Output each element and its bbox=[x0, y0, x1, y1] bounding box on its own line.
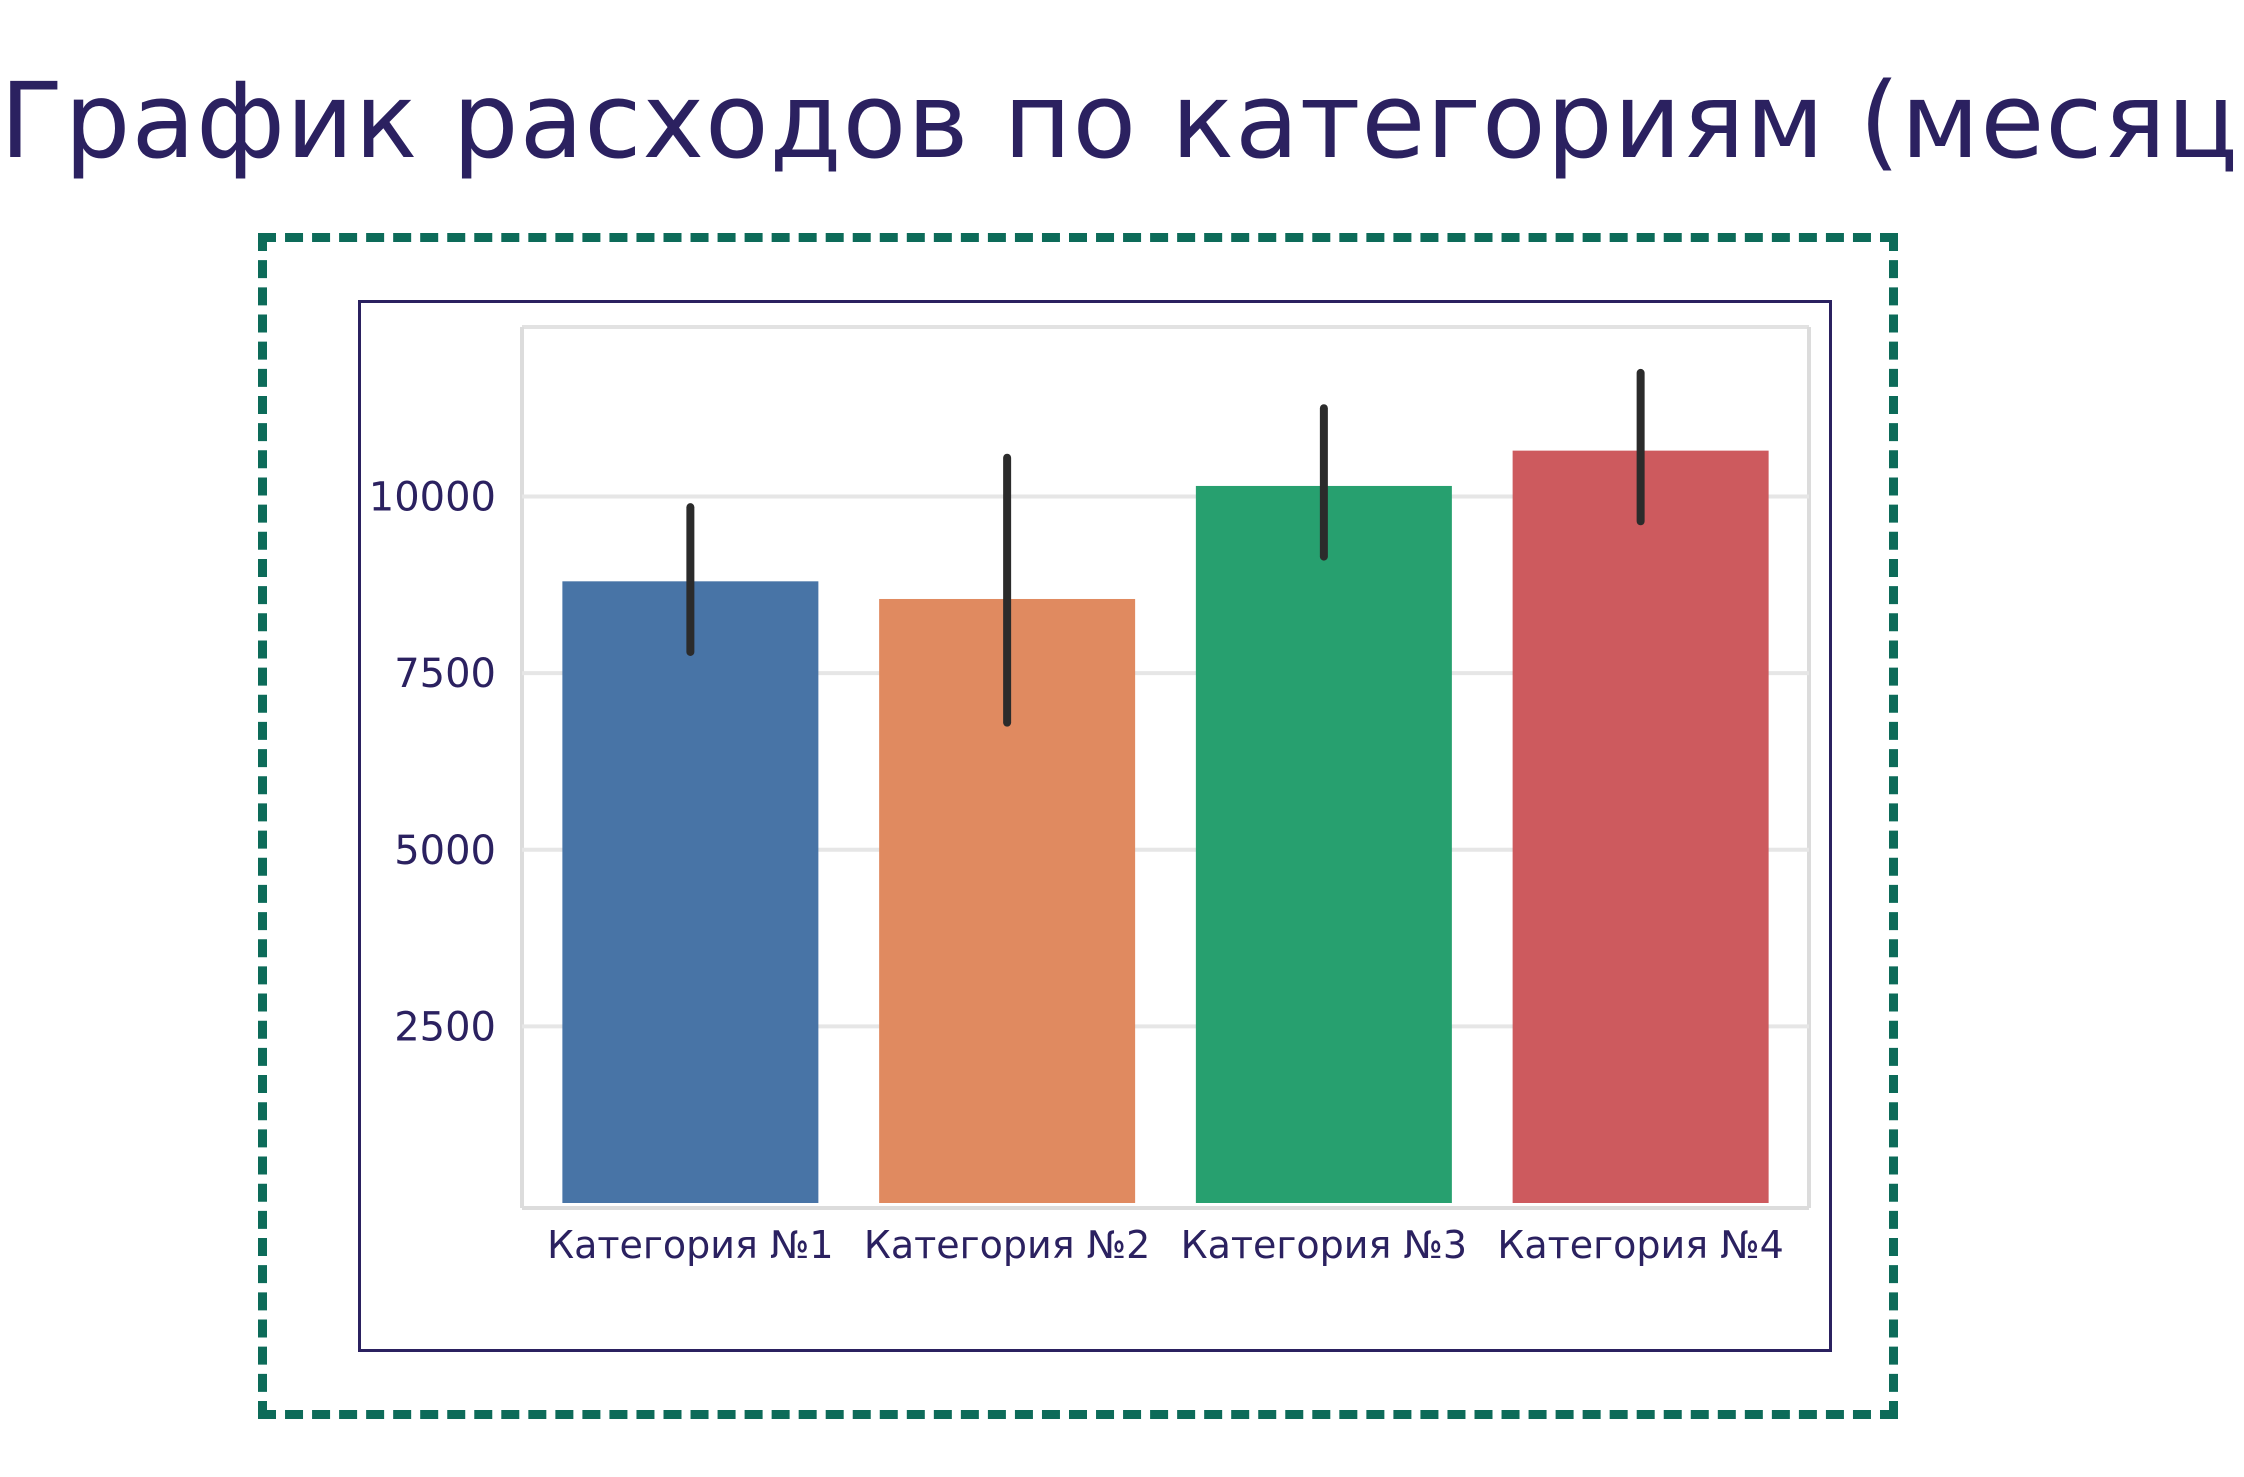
bar-chart: 2500 5000 7500 10000 Категория №1 Категория №… bbox=[369, 325, 1811, 1267]
bar-1 bbox=[562, 581, 819, 1203]
y-tick-label: 5000 bbox=[394, 828, 496, 874]
dashed-frame bbox=[258, 233, 1898, 1419]
bar-4 bbox=[1512, 450, 1769, 1203]
x-tick-label: Категория №3 bbox=[1181, 1223, 1467, 1267]
x-tick-label: Категория №4 bbox=[1497, 1223, 1783, 1267]
page-title: График расходов по категориям (месяцам) bbox=[0, 60, 2244, 182]
y-tick-label: 7500 bbox=[394, 651, 496, 697]
x-tick-label: Категория №2 bbox=[864, 1223, 1150, 1267]
y-tick-label: 10000 bbox=[369, 475, 496, 521]
chart-box: 2500 5000 7500 10000 Категория №1 Категория №… bbox=[358, 300, 1832, 1352]
y-tick-label: 2500 bbox=[394, 1004, 496, 1050]
bar-3 bbox=[1195, 485, 1452, 1203]
x-tick-label: Категория №1 bbox=[547, 1223, 833, 1267]
